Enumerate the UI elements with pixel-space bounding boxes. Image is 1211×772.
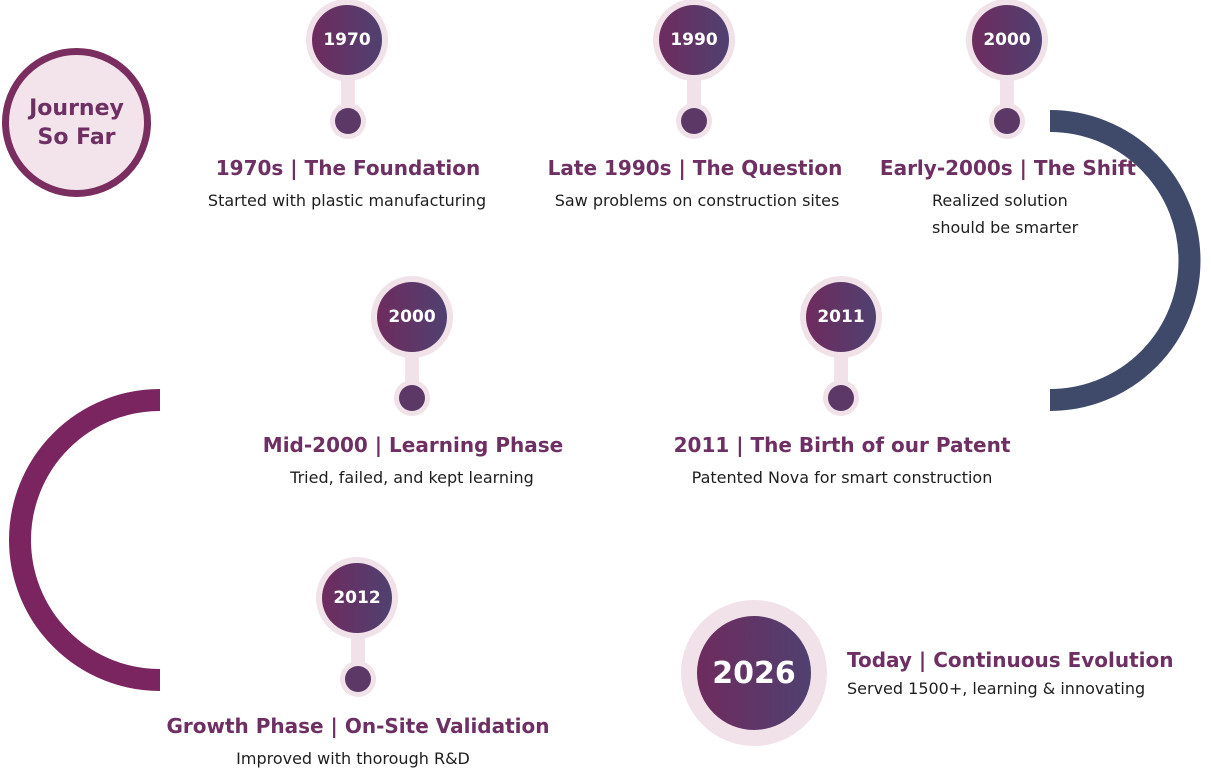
milestone-description: Saw problems on construction sites [554, 191, 840, 210]
milestone-stem [1000, 75, 1014, 115]
milestone-year-badge: 2000 [972, 5, 1042, 75]
final-milestone-title: Today | Continuous Evolution [847, 648, 1174, 672]
milestone-title: 1970s | The Foundation [215, 156, 481, 180]
milestone-description: Started with plastic manufacturing [207, 191, 487, 210]
milestone-year-badge: 2000 [377, 282, 447, 352]
milestone-year-badge: 1990 [659, 5, 729, 75]
milestone-stem [834, 352, 848, 392]
milestone-stem [687, 75, 701, 115]
milestone-title: Late 1990s | The Question [547, 156, 843, 180]
milestone-stem [351, 633, 365, 673]
journey-start-label: Journey So Far [29, 95, 124, 150]
milestone-title: Growth Phase | On-Site Validation [166, 714, 550, 738]
milestone-title: Early-2000s | The Shift [879, 156, 1137, 180]
final-milestone-description: Served 1500+, learning & innovating [847, 679, 1146, 698]
milestone-description: Tried, failed, and kept learning [290, 468, 534, 487]
milestone-description: Patented Nova for smart construction [691, 468, 993, 487]
milestone-year-badge: 2012 [322, 563, 392, 633]
milestone-stem [405, 352, 419, 392]
milestone-stem [341, 75, 355, 115]
milestone-dot [335, 108, 361, 134]
milestone-description-line: should be smarter [932, 218, 1079, 237]
milestone-description: Improved with thorough R&D [236, 749, 470, 768]
milestone-title: Mid-2000 | Learning Phase [262, 433, 564, 457]
milestone-year-badge: 1970 [312, 5, 382, 75]
milestone-dot [828, 385, 854, 411]
milestone-description: Realized solution should be smarter [932, 187, 1078, 241]
milestone-dot [345, 666, 371, 692]
journey-start-circle: Journey So Far [2, 48, 151, 197]
milestone-dot [681, 108, 707, 134]
milestone-dot [399, 385, 425, 411]
milestone-title: 2011 | The Birth of our Patent [673, 433, 1011, 457]
final-year-badge: 2026 [697, 616, 811, 730]
milestone-year-badge: 2011 [806, 282, 876, 352]
milestone-description-line: Realized solution [932, 191, 1068, 210]
milestone-dot [994, 108, 1020, 134]
